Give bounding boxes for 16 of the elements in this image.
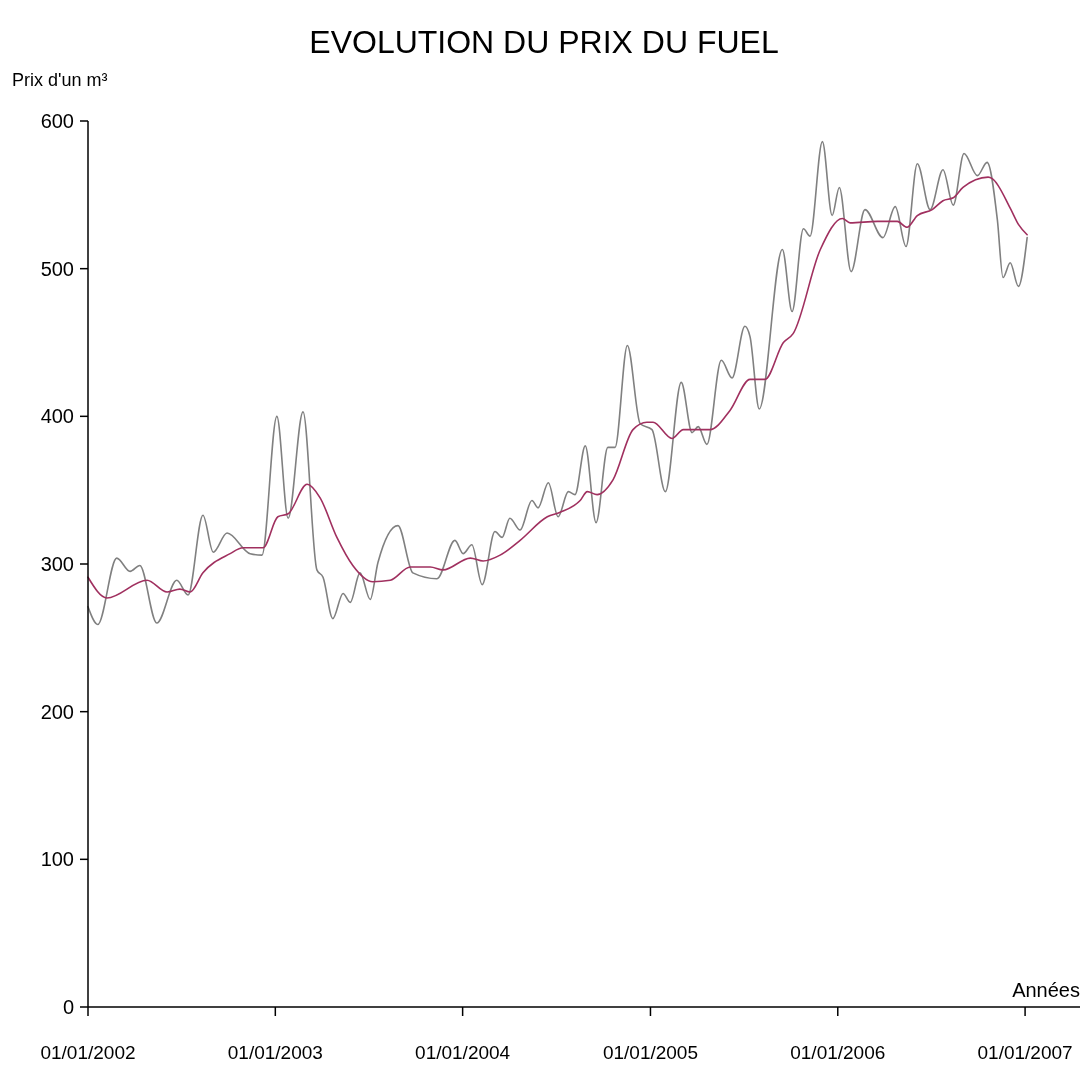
x-tick-label: 01/01/2003: [227, 1042, 323, 1063]
x-tick-label: 01/01/2006: [790, 1042, 886, 1063]
y-tick-label: 100: [40, 848, 74, 871]
x-tick-label: 01/01/2007: [977, 1042, 1073, 1063]
y-tick-label: 600: [40, 110, 74, 132]
x-tick-label: 01/01/2004: [415, 1042, 511, 1063]
y-tick-label: 400: [40, 405, 74, 428]
y-tick-label: 300: [40, 553, 74, 575]
x-axis-title: Années: [1012, 979, 1080, 1001]
y-tick-label: 0: [62, 996, 74, 1018]
x-tick-label: 01/01/2002: [40, 1042, 136, 1063]
y-tick-label: 200: [40, 700, 74, 723]
x-tick-label: 01/01/2005: [602, 1042, 699, 1063]
y-tick-label: 500: [40, 257, 74, 280]
y-axis-title: Prix d'un m³: [12, 70, 108, 90]
chart-title: EVOLUTION DU PRIX DU FUEL: [309, 24, 779, 60]
